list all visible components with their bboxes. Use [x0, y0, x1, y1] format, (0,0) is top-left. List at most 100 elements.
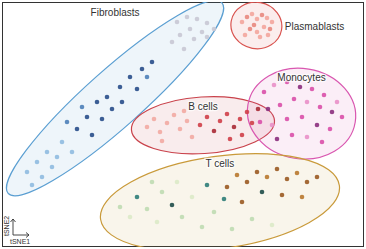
point: [198, 123, 203, 128]
cluster-ellipses: [2, 2, 362, 247]
point: [65, 120, 70, 125]
point: [295, 171, 300, 176]
point: [262, 25, 267, 30]
point: [188, 27, 193, 32]
point: [145, 125, 150, 130]
point: [275, 167, 280, 172]
point: [25, 170, 30, 175]
point: [320, 140, 325, 145]
point: [128, 75, 133, 80]
point: [172, 113, 177, 118]
point: [250, 121, 255, 126]
point: [340, 115, 345, 120]
point: [60, 140, 65, 145]
point: [105, 95, 110, 100]
point: [225, 112, 230, 117]
point: [152, 117, 157, 122]
point: [265, 16, 270, 21]
point: [118, 85, 123, 90]
chart: FibroblastsPlasmablastsB cellsMonocytesT…: [0, 0, 366, 249]
point: [200, 30, 205, 35]
point: [266, 33, 271, 38]
point: [140, 67, 145, 72]
point: [275, 137, 280, 142]
point: [180, 215, 185, 220]
point: [228, 137, 233, 142]
cluster-labels: FibroblastsPlasmablastsB cellsMonocytesT…: [91, 7, 345, 169]
x-axis-title: tSNE1: [10, 238, 30, 245]
point: [240, 200, 245, 205]
point: [150, 180, 155, 185]
point: [330, 110, 335, 115]
point: [90, 133, 95, 138]
point: [255, 17, 260, 22]
point: [328, 127, 333, 132]
axis-indicator: tSNE1tSNE2: [3, 216, 30, 245]
point: [230, 227, 235, 232]
point: [135, 195, 140, 200]
point: [178, 33, 183, 38]
point: [258, 120, 263, 125]
point: [232, 125, 237, 130]
cluster-label: Plasmablasts: [285, 21, 344, 32]
point: [250, 12, 255, 17]
points: [25, 12, 345, 232]
point: [155, 220, 160, 225]
point: [200, 225, 205, 230]
point: [45, 150, 50, 155]
point: [160, 190, 165, 195]
point: [182, 109, 187, 114]
point: [225, 185, 230, 190]
point: [290, 133, 295, 138]
point: [70, 150, 75, 155]
point: [285, 117, 290, 122]
point: [238, 117, 243, 122]
point: [190, 135, 195, 140]
point: [222, 197, 227, 202]
point: [335, 100, 340, 105]
point: [118, 205, 123, 210]
cluster-ellipse: [227, 2, 285, 53]
point: [212, 27, 217, 32]
point: [245, 15, 250, 20]
point: [280, 193, 285, 198]
point: [145, 207, 150, 212]
point: [278, 103, 283, 108]
point: [250, 217, 255, 222]
point: [285, 177, 290, 182]
point: [300, 115, 305, 120]
point: [160, 139, 165, 144]
point: [205, 35, 210, 40]
point: [205, 183, 210, 188]
point: [85, 115, 90, 120]
point: [205, 21, 210, 26]
point: [185, 15, 190, 20]
point: [120, 100, 125, 105]
point: [270, 20, 275, 25]
point: [150, 60, 155, 65]
point: [255, 30, 260, 35]
point: [268, 27, 273, 32]
point: [175, 180, 180, 185]
point: [100, 117, 105, 122]
cluster-label: B cells: [188, 101, 217, 112]
point: [260, 13, 265, 18]
y-axis-title: tSNE2: [3, 216, 10, 236]
point: [175, 20, 180, 25]
cluster-label: Fibroblasts: [91, 7, 140, 18]
point: [80, 105, 85, 110]
point: [218, 119, 223, 124]
point: [252, 23, 257, 28]
point: [185, 119, 190, 124]
point: [190, 195, 195, 200]
cluster-ellipse: [241, 60, 363, 166]
point: [305, 100, 310, 105]
point: [95, 100, 100, 105]
point: [322, 93, 327, 98]
point: [165, 121, 170, 126]
point: [270, 223, 275, 228]
point: [300, 195, 305, 200]
point: [235, 173, 240, 178]
point: [30, 183, 35, 188]
point: [182, 47, 187, 52]
